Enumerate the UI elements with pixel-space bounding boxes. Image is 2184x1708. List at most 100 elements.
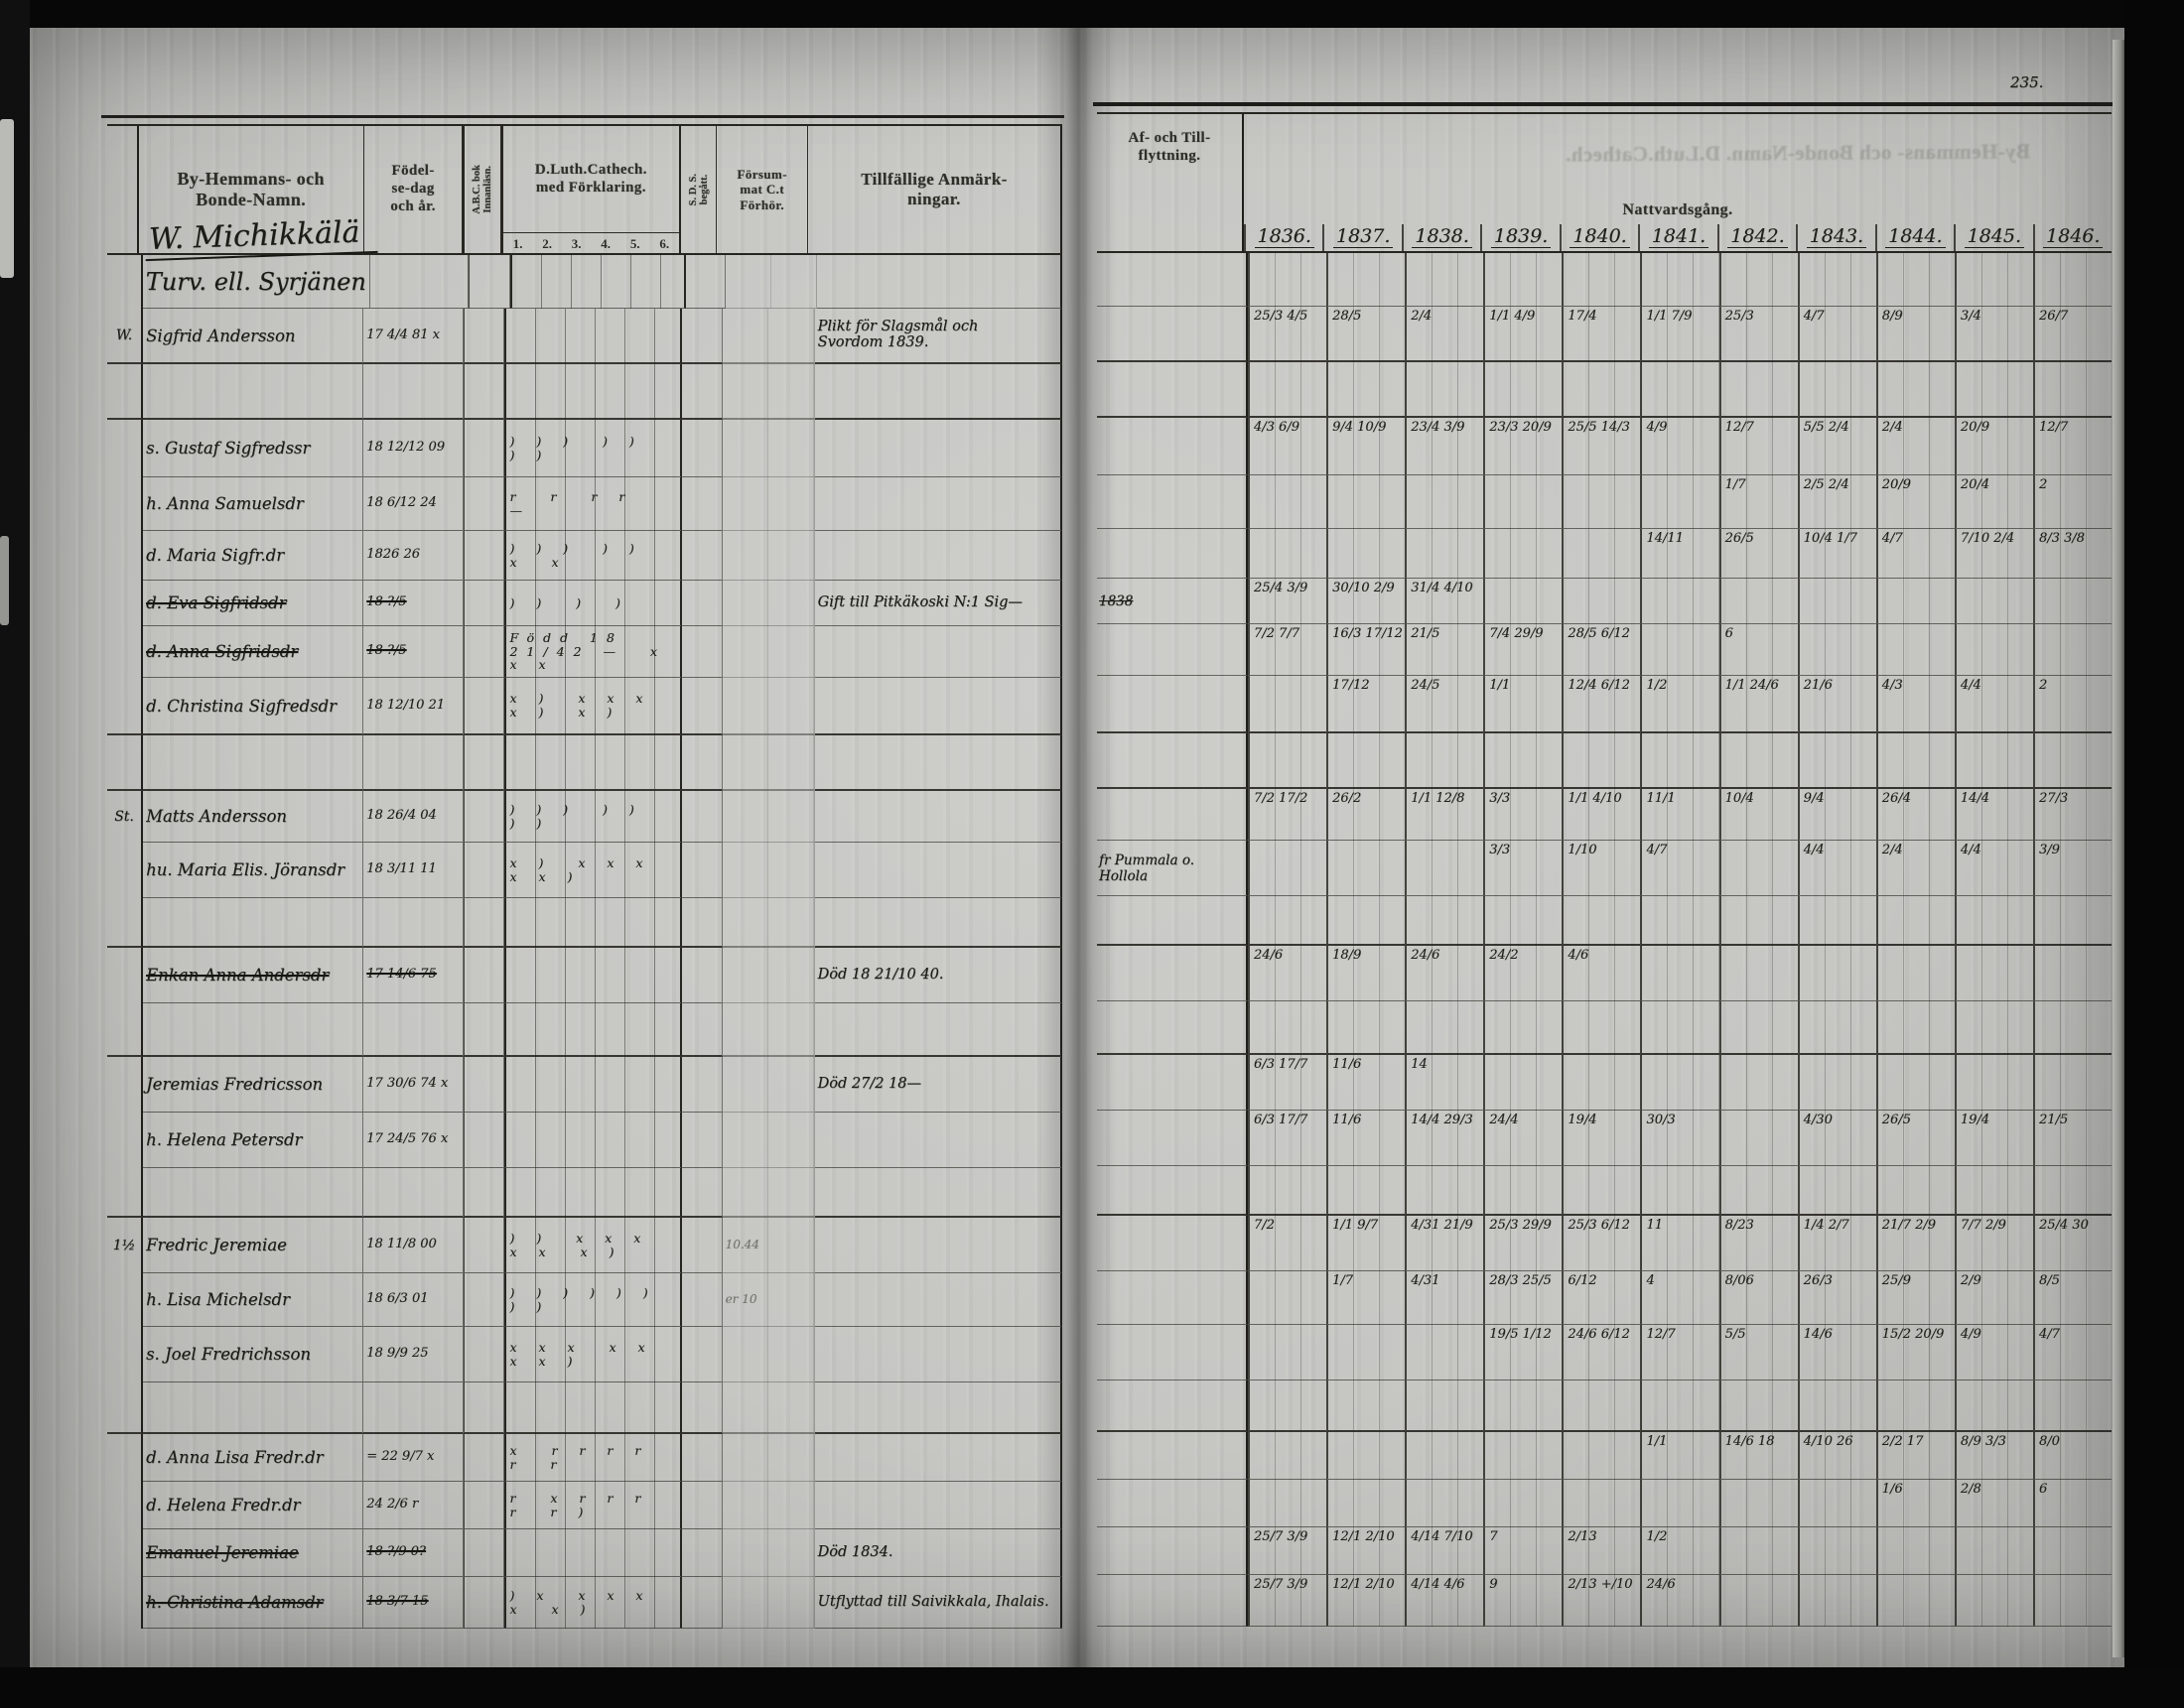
communion-cell-1846: [2032, 1001, 2113, 1055]
record-row-right: 4/3 6/9 9/4 10/9 23/4 3/9 23/3 20/9 25/5…: [1097, 418, 2113, 475]
catechism-marks-cell: Född 18 21/42 — x x x: [504, 626, 682, 678]
communion-cell-1840: [1562, 1480, 1641, 1527]
communion-cell-1843: [1797, 362, 1876, 418]
communion-cell-1837: [1326, 1432, 1406, 1480]
communion-cell-1845: 4/4: [1954, 841, 2033, 896]
communion-cell-1838: 4/14 4/6: [1405, 1575, 1484, 1627]
communion-cell-1845: 2/9: [1954, 1271, 2033, 1325]
remarks-cell: [814, 477, 1063, 531]
year-column-header: 1845.: [1954, 224, 2032, 251]
communion-cell-1843: 14/6: [1797, 1325, 1876, 1380]
remarks-cell: [814, 1382, 1063, 1434]
margin-note: [107, 735, 144, 791]
birthdate-value: 18 11/8 00: [366, 1237, 437, 1252]
communion-cell-1837: 12/1 2/10: [1326, 1575, 1406, 1627]
sds-mark-cell: [685, 255, 726, 309]
ink-bleed-through-text: By-Hemmans- och Bonde-Namn. D.Luth.Cathe…: [1565, 139, 2031, 167]
margin-note: [107, 948, 144, 1003]
communion-cell-1844: 2/2 17: [1875, 1432, 1955, 1480]
communion-cell-1843: 4/10 26: [1797, 1432, 1876, 1480]
abc-mark-cell: [463, 1434, 505, 1482]
communion-cell-1843: 5/5 2/4: [1797, 418, 1876, 475]
communion-cell-1843: 4/7: [1797, 307, 1876, 362]
margin-note: [107, 1168, 144, 1218]
remarks-cell: [814, 1003, 1063, 1057]
name-column-header: By-Hemmans- och Bonde-Namn. W. Michikkäl…: [139, 126, 378, 262]
communion-cell-1843: [1797, 1055, 1876, 1111]
record-row-left: d. Christina Sigfredsdr 18 12/10 21 x ) …: [107, 678, 1063, 735]
sds-mark-cell: [681, 531, 723, 581]
record-row-right: fr Pummala o. Hollola 3/3 1/10 4/7 4/4 2…: [1097, 841, 2113, 896]
record-row-left: hu. Maria Elis. Jöransdr 18 3/11 11 x ) …: [107, 843, 1063, 898]
missed-examination-cell: [722, 420, 815, 477]
communion-cell-1836: [1248, 1480, 1327, 1527]
communion-cell-1837: [1326, 253, 1406, 307]
birthdate-value: 18 3/11 11: [366, 861, 437, 877]
communion-cell-1846: 8/0: [2032, 1432, 2113, 1480]
communion-cell-1843: [1797, 1166, 1876, 1216]
migration-cell: [1097, 1527, 1248, 1575]
catechism-marks-cell: x ) x x x x ) x ): [504, 678, 682, 735]
migration-cell: [1097, 418, 1248, 475]
record-row-right: [1097, 896, 2113, 946]
communion-cell-1845: 4/4: [1954, 676, 2033, 733]
migration-cell: fr Pummala o. Hollola: [1097, 841, 1248, 896]
catechism-marks-cell: [504, 309, 682, 364]
communion-cell-1846: 21/5: [2032, 1111, 2113, 1166]
communion-cell-1837: [1326, 1001, 1406, 1055]
catechism-marks-cell: [504, 1057, 682, 1113]
birthdate-cell: [363, 1168, 464, 1218]
communion-cell-1841: 1/2: [1640, 676, 1719, 733]
margin-note: [107, 1529, 144, 1577]
communion-cell-1846: 2: [2032, 676, 2113, 733]
communion-cell-1845: 20/9: [1954, 418, 2033, 475]
year-column-header: 1838.: [1401, 224, 1480, 251]
person-name: d. Maria Sigfr.dr: [146, 546, 285, 565]
communion-cell-1841: [1640, 946, 1719, 1001]
communion-cell-1845: 8/9 3/3: [1954, 1432, 2033, 1480]
record-row-left: [107, 898, 1063, 948]
catechism-marks-cell: [504, 1003, 682, 1057]
communion-cell-1846: [2032, 1380, 2113, 1432]
record-row-right: 1838 25/4 3/9 30/10 2/9 31/4 4/10: [1097, 579, 2113, 624]
person-name: Sigfrid Andersson: [146, 326, 296, 345]
migration-cell: [1097, 624, 1248, 676]
communion-cell-1842: 8/06: [1718, 1271, 1798, 1325]
migration-cell: [1097, 896, 1248, 946]
abc-mark-cell: [463, 581, 505, 626]
remarks-cell: [814, 1482, 1063, 1529]
remarks-cell: Död 18 21/10 40.: [814, 948, 1063, 1003]
communion-cell-1838: [1405, 475, 1484, 529]
communion-cell-1846: 12/7: [2032, 418, 2113, 475]
sds-mark-cell: [681, 843, 723, 898]
person-name-cell: d. Helena Fredr.dr: [143, 1482, 364, 1529]
person-name: hu. Maria Elis. Jöransdr: [146, 860, 345, 879]
birthdate-value: 18 ?/5: [366, 643, 407, 659]
abc-mark-cell: [463, 1218, 505, 1273]
book-page-edge: [2113, 40, 2126, 1657]
record-row-left: s. Gustaf Sigfredssr 18 12/12 09 ) ) ) )…: [107, 420, 1063, 477]
catechism-marks-cell: [504, 364, 682, 420]
communion-cell-1840: 19/4: [1562, 1111, 1641, 1166]
missed-examination-cell: [722, 898, 815, 948]
communion-cell-1843: [1797, 1001, 1876, 1055]
communion-cell-1843: 21/6: [1797, 676, 1876, 733]
communion-cell-1841: 4/9: [1640, 418, 1719, 475]
communion-cell-1840: 1/10: [1562, 841, 1641, 896]
catechism-subcolumn-numbers: 1. 2. 3. 4. 5. 6.: [502, 232, 679, 253]
communion-header: Nattvardsgång. 1836. 1837. 1838. 1839. 1840.…: [1244, 114, 2112, 253]
communion-cell-1838: 31/4 4/10: [1405, 579, 1484, 624]
sds-mark-cell: [681, 626, 723, 678]
communion-cell-1840: 2/13: [1562, 1527, 1641, 1575]
catechism-subcolumn-number: 1.: [512, 236, 523, 251]
communion-cell-1844: 8/9: [1875, 307, 1955, 362]
communion-cell-1842: 26/5: [1718, 529, 1798, 579]
remarks-cell: [814, 735, 1063, 791]
remarks-cell: [814, 1168, 1063, 1218]
communion-cell-1837: [1326, 841, 1406, 896]
communion-cell-1846: 8/3 3/8: [2032, 529, 2113, 579]
abc-mark-cell: [463, 1113, 505, 1168]
remarks-cell: Död 27/2 18—: [814, 1057, 1063, 1113]
missed-examination-cell: [722, 1482, 815, 1529]
communion-cell-1836: [1248, 362, 1327, 418]
